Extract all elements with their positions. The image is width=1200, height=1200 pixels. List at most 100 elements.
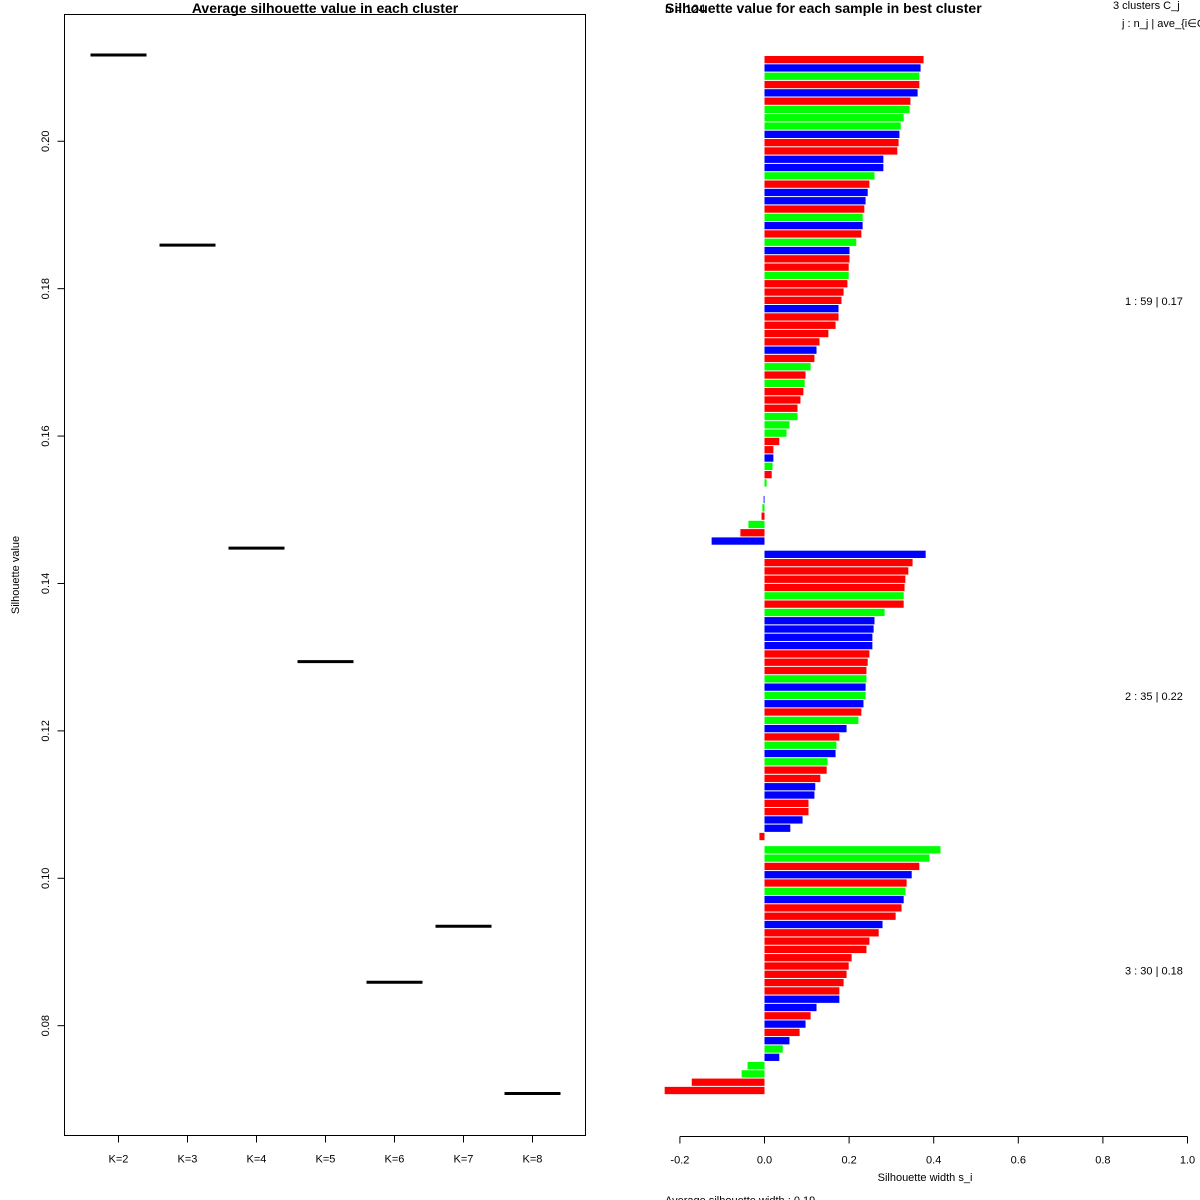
left-series bbox=[90, 53, 561, 1095]
silhouette-bar bbox=[764, 354, 815, 363]
silhouette-bar bbox=[764, 666, 867, 675]
right-chart-overlay-title: n = 124 bbox=[665, 2, 706, 16]
right-chart-title: Silhouette value for each sample in best… bbox=[665, 0, 982, 16]
silhouette-bar bbox=[764, 658, 868, 666]
silhouette-bar bbox=[764, 895, 904, 904]
silhouette-bar bbox=[764, 970, 847, 978]
silhouette-bar bbox=[764, 479, 767, 487]
silhouette-bar bbox=[764, 263, 849, 271]
silhouette-bar bbox=[759, 832, 765, 841]
silhouette-bar bbox=[764, 558, 913, 567]
silhouette-bar bbox=[764, 824, 791, 832]
silhouette-bar bbox=[764, 388, 804, 396]
left-plot-frame bbox=[64, 14, 586, 1136]
left-y-tick-label: 0.12 bbox=[40, 720, 52, 741]
silhouette-bar bbox=[764, 929, 879, 937]
silhouette-bar bbox=[764, 1003, 817, 1012]
left-x-tick-label: K=5 bbox=[316, 1154, 336, 1166]
silhouette-bar bbox=[764, 371, 806, 379]
silhouette-bar bbox=[764, 816, 803, 824]
silhouette-bar bbox=[764, 575, 906, 583]
silhouette-bar bbox=[764, 683, 866, 691]
silhouette-bar bbox=[764, 700, 864, 708]
silhouette-bar bbox=[764, 147, 898, 155]
silhouette-bar bbox=[764, 962, 849, 970]
silhouette-bar bbox=[764, 321, 836, 329]
silhouette-bar bbox=[764, 72, 920, 80]
silhouette-bar bbox=[764, 313, 839, 321]
silhouette-bar bbox=[741, 1070, 765, 1078]
silhouette-bar bbox=[764, 180, 870, 188]
silhouette-bar bbox=[764, 462, 773, 470]
silhouette-bar bbox=[748, 520, 765, 529]
silhouette-bar bbox=[764, 862, 920, 871]
silhouette-bar bbox=[764, 774, 821, 783]
right-x-axis-label: Silhouette width s_i bbox=[878, 1172, 973, 1184]
silhouette-bar bbox=[764, 791, 815, 799]
cluster-label: 2 : 35 | 0.22 bbox=[1125, 691, 1183, 703]
left-x-tick-label: K=3 bbox=[178, 1154, 198, 1166]
silhouette-bar bbox=[764, 724, 847, 733]
silhouette-bar bbox=[764, 421, 790, 429]
silhouette-bar bbox=[764, 625, 874, 633]
silhouette-bar bbox=[764, 633, 873, 641]
left-y-tick-label: 0.10 bbox=[40, 868, 52, 889]
left-y-axis: 0.08 0.10 0.12 0.14 0.16 0.18 0.20 bbox=[40, 131, 65, 1036]
silhouette-bar bbox=[764, 766, 827, 774]
silhouette-bar bbox=[764, 1028, 800, 1037]
silhouette-bar bbox=[764, 80, 920, 89]
silhouette-bar bbox=[764, 56, 924, 64]
silhouette-bar bbox=[764, 64, 921, 72]
silhouette-bar bbox=[764, 600, 904, 608]
silhouette-bar bbox=[764, 945, 867, 954]
silhouette-bar bbox=[764, 912, 896, 920]
silhouette-bar bbox=[764, 454, 774, 462]
silhouette-bar bbox=[764, 89, 918, 97]
silhouette-bar bbox=[764, 446, 774, 454]
silhouette-bar bbox=[764, 583, 905, 592]
silhouette-bars bbox=[664, 56, 941, 1095]
silhouette-bar bbox=[764, 305, 839, 313]
silhouette-bar bbox=[764, 329, 829, 338]
silhouette-bar bbox=[764, 429, 787, 437]
silhouette-bar bbox=[740, 529, 765, 537]
silhouette-bar bbox=[764, 396, 801, 404]
right-panel: n = 124 Silhouette value for each sample… bbox=[664, 0, 1200, 1200]
left-x-axis: K=2 K=3 K=4 K=5 K=6 K=7 K=8 bbox=[109, 1135, 543, 1166]
silhouette-bar bbox=[764, 617, 875, 625]
silhouette-bar bbox=[764, 163, 884, 172]
silhouette-bar bbox=[764, 363, 811, 371]
silhouette-bar bbox=[764, 471, 772, 479]
left-y-tick-label: 0.14 bbox=[40, 573, 52, 594]
right-x-tick-label: 1.0 bbox=[1180, 1155, 1195, 1167]
right-x-axis: -0.2 0.0 0.2 0.4 0.6 0.8 1.0 bbox=[670, 1136, 1195, 1167]
silhouette-bar bbox=[762, 504, 765, 512]
silhouette-bar bbox=[764, 799, 809, 807]
silhouette-bar bbox=[764, 650, 870, 658]
silhouette-bar bbox=[747, 1061, 765, 1070]
silhouette-bar bbox=[764, 105, 910, 114]
silhouette-bar bbox=[764, 222, 863, 230]
silhouette-bar bbox=[764, 550, 926, 558]
silhouette-bar bbox=[763, 495, 765, 504]
left-x-tick-label: K=6 bbox=[385, 1154, 405, 1166]
left-y-axis-label: Silhouette value bbox=[10, 536, 22, 614]
cluster-label: 1 : 59 | 0.17 bbox=[1125, 296, 1183, 308]
left-x-tick-label: K=8 bbox=[523, 1154, 543, 1166]
left-x-tick-label: K=7 bbox=[454, 1154, 474, 1166]
silhouette-bar bbox=[764, 412, 798, 421]
silhouette-bar bbox=[764, 296, 842, 304]
silhouette-bar bbox=[664, 1086, 765, 1095]
right-x-tick-label: 0.4 bbox=[926, 1155, 941, 1167]
silhouette-bar bbox=[711, 537, 765, 545]
silhouette-bar bbox=[764, 1045, 783, 1053]
silhouette-bar bbox=[764, 280, 848, 288]
silhouette-bar bbox=[764, 139, 899, 147]
silhouette-bar bbox=[764, 271, 849, 280]
silhouette-bar bbox=[764, 807, 809, 816]
silhouette-bar bbox=[764, 708, 862, 716]
silhouette-bar bbox=[764, 879, 907, 887]
cluster-label: 3 : 30 | 0.18 bbox=[1125, 966, 1183, 978]
right-x-tick-label: -0.2 bbox=[670, 1155, 689, 1167]
silhouette-bar bbox=[764, 114, 904, 122]
